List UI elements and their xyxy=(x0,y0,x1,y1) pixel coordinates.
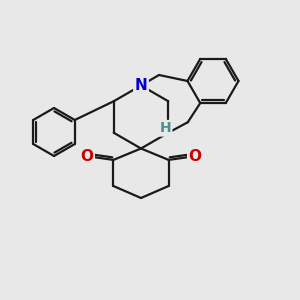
Text: H: H xyxy=(160,121,171,135)
Text: O: O xyxy=(80,149,94,164)
Text: O: O xyxy=(188,149,202,164)
Text: N: N xyxy=(135,78,147,93)
